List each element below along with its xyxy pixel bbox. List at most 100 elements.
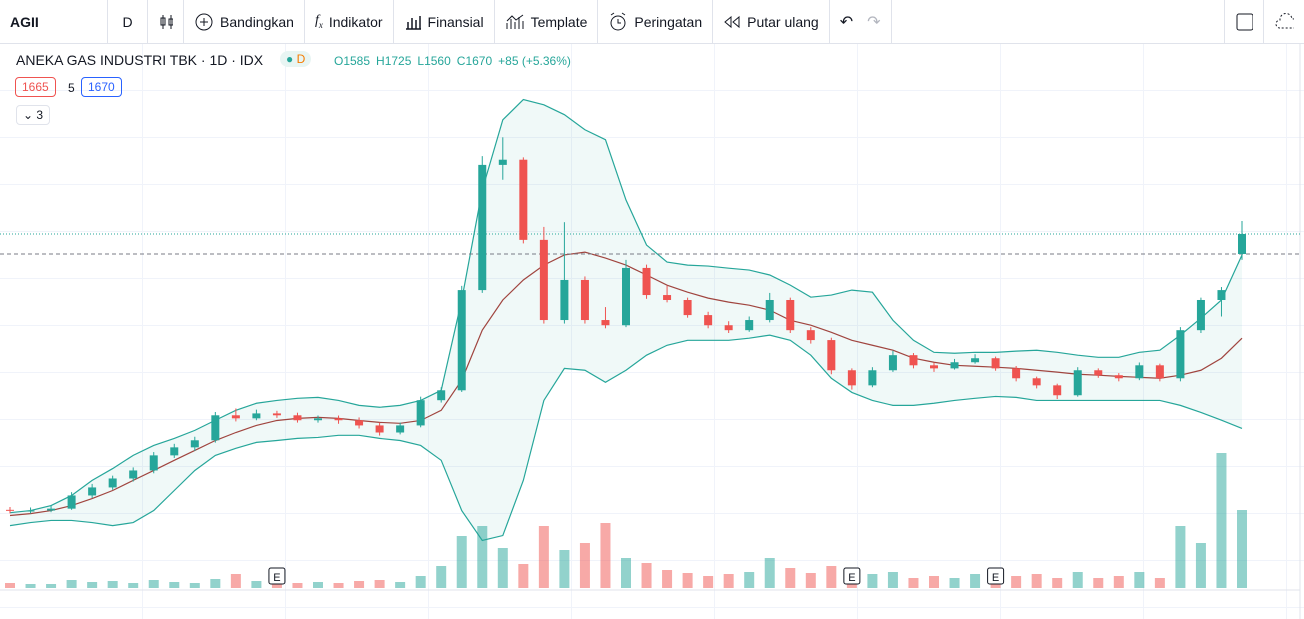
indicators[interactable]: fx Indikator	[305, 0, 394, 43]
volume-bar	[805, 573, 816, 588]
change: +85 (+5.36%)	[498, 54, 571, 68]
volume-bar	[107, 581, 118, 588]
low: L1560	[417, 54, 451, 68]
symbol[interactable]: AGII	[0, 0, 108, 43]
volume-bar	[436, 566, 447, 588]
replay[interactable]: Putar ulang	[713, 0, 830, 43]
badge: D	[296, 52, 306, 66]
volume-bar	[1113, 576, 1124, 588]
volume-bar	[1237, 510, 1247, 588]
volume-bar	[251, 581, 262, 588]
spread: 5	[68, 81, 75, 95]
volume-bar	[1134, 572, 1145, 588]
volume-bar	[313, 582, 323, 588]
volume-bar	[1011, 576, 1022, 588]
legend-title: ANEKA GAS INDUSTRI TBK · 1D · IDX	[16, 52, 264, 68]
bid[interactable]: 1665	[15, 77, 56, 97]
alert[interactable]: Peringatan	[598, 0, 714, 43]
volume-bar	[887, 572, 898, 588]
candle-body	[1217, 290, 1226, 300]
legend-ohlc: O1585 H1725 L1560 C1670 +85 (+5.36%)	[334, 54, 571, 68]
volume-bar	[1052, 578, 1063, 588]
volume-bar	[908, 578, 919, 588]
volume-bar	[271, 582, 282, 588]
earnings-box	[268, 567, 286, 585]
label: Indikator	[328, 13, 383, 30]
candle-body	[416, 400, 425, 426]
candle-body	[704, 315, 713, 326]
volume-bar	[354, 581, 365, 588]
layout[interactable]	[1224, 0, 1264, 43]
candle-body	[1196, 299, 1205, 331]
collapse[interactable]: ⌄ 3	[16, 105, 51, 125]
candle-body	[129, 470, 138, 479]
ask[interactable]: 1670	[81, 77, 122, 97]
template[interactable]: Template	[495, 0, 599, 43]
volume-bar	[87, 582, 98, 588]
candle-body	[190, 440, 199, 448]
volume-bar	[723, 574, 734, 588]
undo-redo[interactable]: ↶ ↷	[830, 0, 892, 43]
volume-bar	[415, 576, 426, 588]
candle-body	[827, 340, 836, 371]
volume-bar	[662, 570, 673, 588]
financials[interactable]: Finansial	[394, 0, 495, 43]
candle-body	[498, 159, 507, 165]
candle-body	[6, 509, 14, 511]
candle-body	[765, 299, 774, 321]
volume-bar	[477, 526, 488, 588]
candle-body	[991, 358, 1000, 369]
volume-bar	[189, 583, 200, 588]
volume-bar	[230, 574, 241, 588]
candle-body	[663, 295, 672, 300]
candle-body	[806, 330, 815, 341]
chart-type[interactable]	[148, 0, 184, 43]
candle-body	[868, 370, 877, 386]
earnings-box	[987, 567, 1005, 585]
candle-body	[1053, 385, 1062, 396]
candle-body	[601, 320, 610, 326]
close: C1670	[456, 54, 493, 68]
interval[interactable]: D	[108, 0, 148, 43]
volume-bar	[128, 583, 139, 588]
volume-bar	[641, 563, 652, 588]
candle-body	[1032, 378, 1041, 386]
candle-body	[683, 299, 692, 316]
volume-bar	[538, 526, 549, 588]
candle-body	[478, 164, 487, 291]
compare[interactable]: Bandingkan	[184, 0, 305, 43]
legend-badge: ● D	[280, 51, 312, 67]
candle-body	[170, 447, 179, 456]
candle-body	[1114, 375, 1123, 379]
open: O1585	[334, 54, 371, 68]
volume-bar	[333, 583, 344, 588]
cloud[interactable]	[1264, 0, 1304, 43]
candle-body	[1238, 233, 1246, 255]
earnings-box	[843, 567, 861, 585]
count: 3	[36, 108, 44, 122]
volume-bar	[929, 576, 939, 588]
earnings-label: E	[273, 572, 280, 584]
candle-body	[724, 325, 733, 331]
candle-body	[272, 413, 281, 416]
volume-bar	[621, 558, 631, 588]
volume-bar	[600, 523, 611, 588]
band-lower	[9, 334, 1243, 542]
candle-body	[211, 415, 220, 441]
volume-bar	[1072, 572, 1083, 588]
toolbar: AGII D Bandingkan fx Indikator Finansial …	[0, 0, 1304, 44]
candle-body	[355, 420, 364, 426]
volume-bar	[970, 574, 981, 588]
candle-body	[252, 413, 261, 419]
candle-body	[375, 425, 384, 433]
earnings-label: E	[992, 572, 999, 584]
volume-bar	[744, 572, 755, 588]
volume-bar	[292, 583, 303, 588]
volume-bar	[826, 566, 837, 588]
label: Putar ulang	[747, 13, 819, 30]
volume-bar	[559, 550, 570, 588]
candle-body	[314, 418, 322, 421]
candle-body	[67, 495, 76, 509]
